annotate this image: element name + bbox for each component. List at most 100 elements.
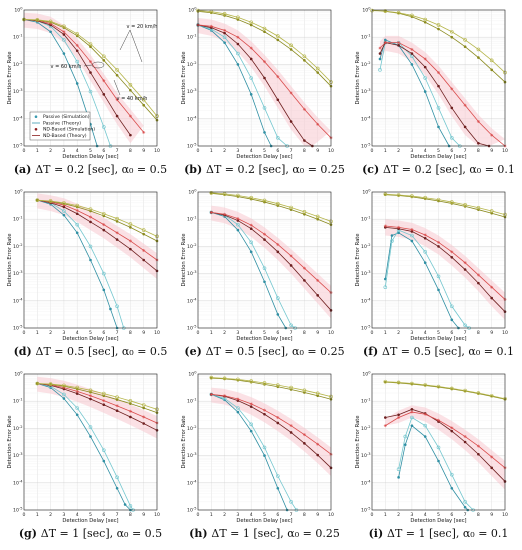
series-nd_60-point: [129, 415, 132, 419]
series-passive_60-point: [123, 503, 127, 506]
x-tick-label: 9: [490, 512, 493, 518]
x-tick-label: 1: [210, 512, 213, 518]
panel-a: 0 1 2 3 4 5 6 7 8 9 10 10-5 10-4 10-3 10-2 10-1 100 Detec…: [7, 7, 167, 177]
series-passive_40-line: [211, 212, 296, 329]
x-tick-label: 9: [142, 512, 145, 518]
series-nd_60-point: [397, 44, 400, 47]
series-passive_40-line: [398, 416, 474, 511]
series-passive_40-point: [449, 472, 454, 477]
series-passive_60-point: [109, 307, 112, 311]
series-passive_40-point: [115, 304, 119, 309]
series-passive_60-point: [450, 318, 454, 322]
series-nd_40-point: [476, 120, 480, 124]
legend-entry: Passive (Theory): [43, 120, 81, 126]
series-passive_60-point: [437, 459, 440, 463]
series-nd_40-point: [102, 223, 106, 227]
series-nd_40-point: [450, 250, 454, 254]
confidence-band: [211, 205, 331, 319]
series-passive_40-point: [436, 274, 441, 279]
series-nd_40-point: [89, 215, 92, 219]
series-nd_60-point: [410, 408, 414, 411]
y-axis-label: Detection Error Rate: [7, 51, 13, 104]
series-olive_20_light-point: [141, 228, 146, 232]
series-passive_40-point: [410, 233, 414, 238]
axes-frame: [371, 191, 506, 329]
x-tick-label: 7: [464, 148, 467, 154]
y-tick-label: 10-5: [13, 507, 22, 514]
series-olive_20-point: [423, 20, 427, 24]
series-olive_20_light-line: [385, 381, 506, 400]
x-tick-label: 4: [76, 330, 79, 336]
series-olive_20_light-point: [489, 393, 494, 398]
axes-frame: [197, 373, 332, 511]
series-nd_60-point: [249, 405, 253, 408]
series-nd_40-point: [437, 418, 440, 422]
series-olive_20-line: [385, 194, 506, 218]
series-passive_60-line: [37, 199, 118, 329]
series-olive_20-point: [463, 45, 467, 49]
x-tick-label: 10: [502, 148, 508, 154]
x-tick-label: 3: [410, 512, 413, 518]
series-nd_40-point: [75, 43, 79, 47]
y-tick-label: 10-5: [187, 143, 196, 150]
y-tick-label: 10-3: [13, 270, 22, 277]
series-olive_20-point: [115, 73, 119, 77]
series-olive_20_light-point: [62, 24, 66, 29]
series-passive_60-point: [236, 410, 240, 414]
x-tick-label: 1: [36, 148, 39, 154]
series-nd_60-point: [316, 294, 320, 297]
x-tick-label: 3: [236, 148, 239, 154]
x-tick-label: 10: [328, 330, 334, 336]
series-olive_20_light-line: [23, 19, 158, 117]
series-passive_40-point: [423, 250, 428, 254]
legend: Passive (Simulation)Passive (Theory)ND-B…: [29, 111, 95, 141]
series-nd_60-point: [289, 264, 293, 267]
series-nd_60-point: [89, 220, 92, 224]
x-tick-label: 8: [303, 148, 306, 154]
confidence-band: [379, 35, 505, 147]
series-olive_20_light-point: [275, 34, 280, 38]
panel-b: 0 1 2 3 4 5 6 7 8 9 10 10-5 10-4 10-3 10-2 10-1 100 Detec…: [181, 7, 345, 177]
y-tick-label: 10-4: [361, 115, 371, 122]
series-nd_40-point: [89, 394, 92, 398]
series-passive_60-point: [384, 38, 387, 42]
x-tick-label: 9: [316, 330, 319, 336]
series-nd_40-point: [128, 409, 132, 413]
series-nd_60-point: [276, 98, 280, 102]
series-nd_60-line: [211, 394, 332, 469]
y-tick-label: 10-1: [361, 216, 370, 223]
series-olive_20_light-point: [463, 388, 467, 393]
x-tick-label: 7: [116, 330, 119, 336]
series-passive_60-point: [450, 486, 454, 490]
series-passive_40-point: [436, 445, 441, 450]
annotation: v = 40 km/h: [117, 96, 148, 102]
x-tick-label: 7: [116, 148, 119, 154]
panel-e: 0 1 2 3 4 5 6 7 8 9 10 10-5 10-4 10-3 10-2 10-1 100 Detec…: [181, 189, 345, 359]
series-nd_40-point: [302, 107, 306, 111]
series-olive_20_light-line: [371, 10, 506, 73]
series-olive_20-line: [211, 377, 332, 400]
series-passive_40-point: [275, 296, 280, 300]
series-passive_40-point: [378, 68, 382, 72]
legend-marker: [34, 128, 38, 131]
series-passive_60-point: [62, 52, 66, 55]
series-nd_60-line: [385, 408, 506, 482]
series-passive_60-point: [463, 505, 467, 509]
series-nd_40-point: [289, 424, 293, 428]
x-tick-label: 3: [410, 148, 413, 154]
series-olive_20_light-point: [209, 191, 214, 195]
series-passive_40-point: [383, 285, 388, 290]
series-olive_20_light-line: [385, 193, 506, 215]
series-passive_40-line: [197, 24, 288, 147]
series-nd_40-point: [142, 130, 146, 134]
series-nd_60-point: [142, 258, 145, 262]
series-passive_60-point: [75, 231, 79, 235]
series-olive_20_light-line: [37, 383, 158, 410]
x-axis-label: Detection Delay [sec]: [410, 336, 466, 342]
series-passive_60-point: [89, 435, 92, 438]
y-tick-label: 10-5: [13, 325, 22, 332]
panel-caption: (e) ΔT = 0.5 [sec], α₀ = 0.25: [184, 345, 344, 358]
series-olive_20-line: [37, 383, 158, 414]
series-passive_40-point: [128, 504, 133, 508]
series-olive_20_light-point: [410, 381, 414, 386]
